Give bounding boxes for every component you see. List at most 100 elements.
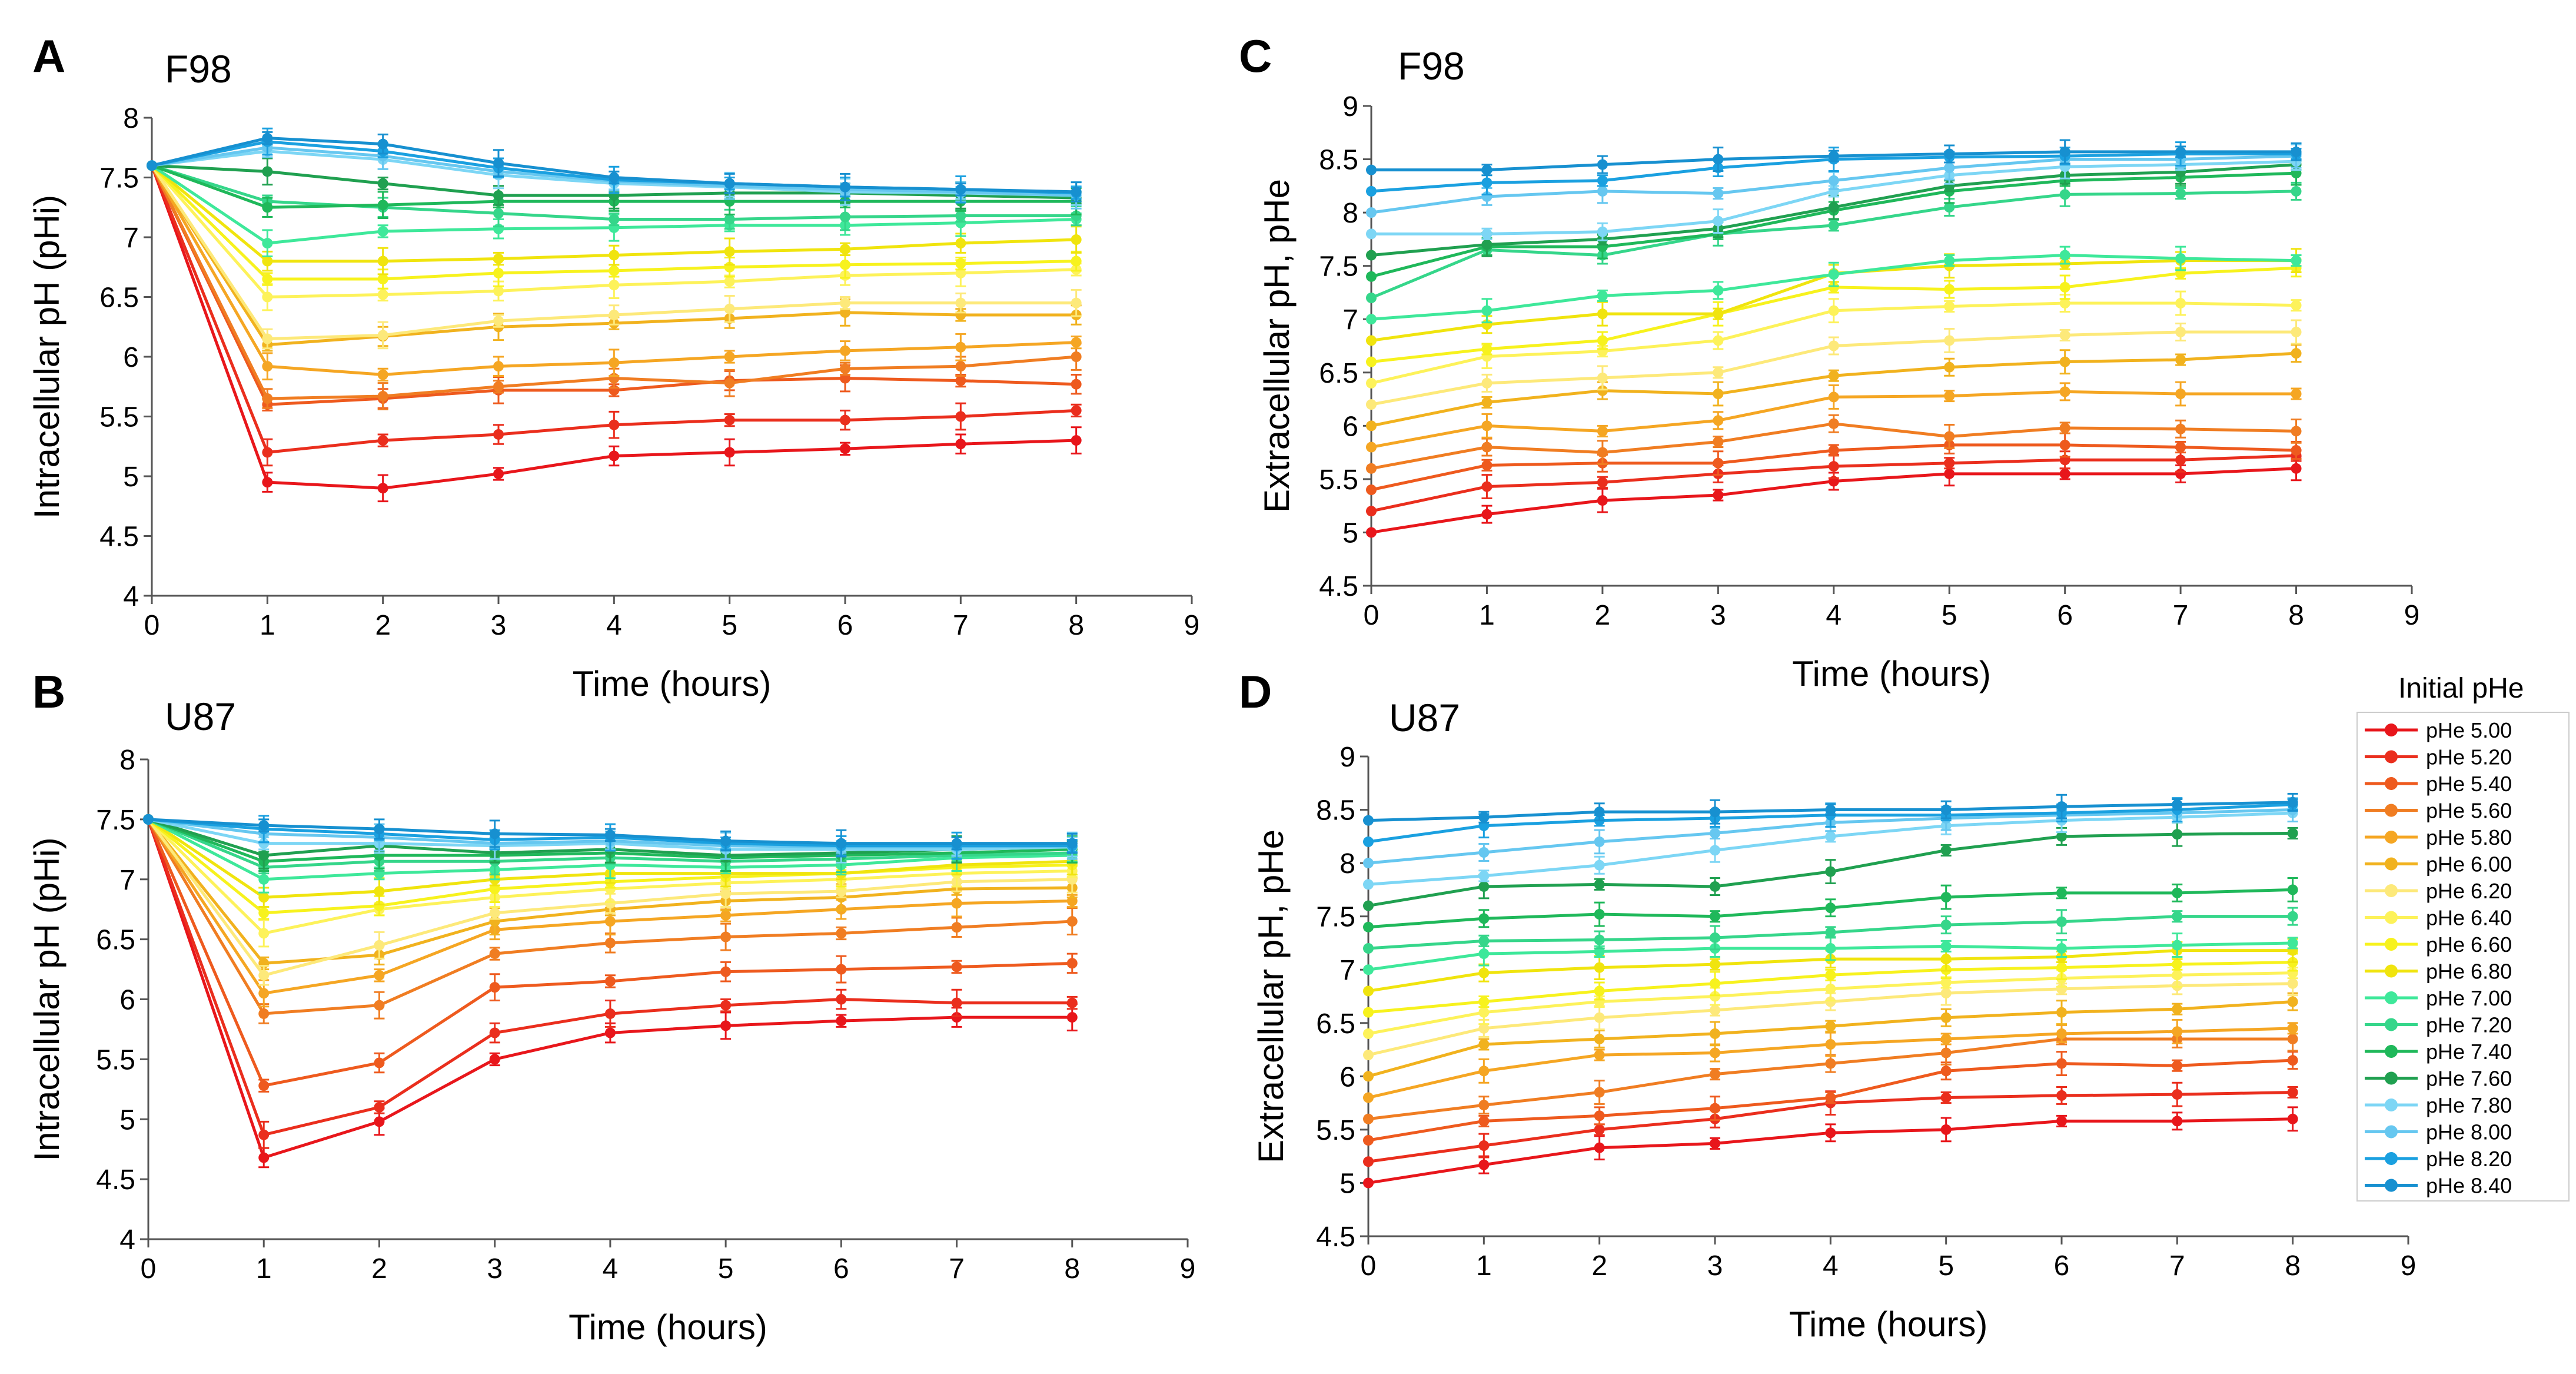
- panel-d-data-point: [1710, 845, 1720, 856]
- panel-d-data-point: [1825, 970, 1836, 981]
- panel-c-data-point: [2059, 298, 2070, 309]
- panel-c-data-point: [1481, 377, 1493, 389]
- panel-c-data-point: [1366, 463, 1377, 474]
- panel-c-data-point: [2059, 468, 2070, 479]
- panel-c-data-point: [1828, 151, 1839, 162]
- panel-a-y-tick-label: 5: [123, 462, 139, 493]
- panel-d-y-axis-label: Extracellular pH, pHe: [1251, 829, 1291, 1163]
- panel-c-x-tick-label: 7: [2173, 600, 2189, 631]
- legend-entry: pHe 6.80: [2365, 960, 2512, 984]
- panel-c-data-point: [1481, 460, 1493, 471]
- panel-b-data-point: [374, 1116, 385, 1127]
- panel-d-data-point: [1363, 1135, 1374, 1146]
- panel-c-data-point: [2175, 298, 2186, 309]
- panel-a-x-axis-label: Time (hours): [573, 664, 772, 703]
- panel-b-letter: B: [32, 666, 65, 718]
- panel-c-data-point: [1713, 490, 1724, 501]
- panel-d-series-pHe-7_60: [1363, 821, 2298, 911]
- panel-c-data-point: [1597, 372, 1608, 383]
- panel-c-data-point: [1713, 308, 1724, 320]
- panel-a-data-point: [724, 276, 735, 287]
- panel-a-data-point: [955, 341, 966, 353]
- panel-a-data-point: [493, 316, 504, 327]
- panel-c-title: F98: [1398, 44, 1465, 88]
- panel-d-data-point: [1594, 934, 1605, 945]
- panel-c-data-point: [1597, 426, 1608, 437]
- panel-a-data-point: [609, 280, 620, 291]
- panel-d-data-point: [1478, 870, 1490, 881]
- legend-entry-label: pHe 6.40: [2426, 906, 2512, 930]
- panel-d-data-point: [1594, 807, 1605, 818]
- panel-c-data-point: [1366, 293, 1377, 303]
- panel-d-data-point: [2172, 1116, 2183, 1127]
- panel-d-data-point: [1363, 1007, 1374, 1018]
- panel-d-data-point: [1363, 921, 1374, 932]
- panel-c-data-point: [1366, 185, 1377, 197]
- panel-b-data-point: [489, 1027, 500, 1038]
- legend-swatch-marker: [2385, 777, 2398, 790]
- panel-c-data-point: [1944, 255, 1955, 266]
- panel-b-data-point: [374, 824, 385, 835]
- panel-c-series-pHe-6_20: [1366, 319, 2302, 410]
- panel-c-data-point: [2175, 354, 2186, 366]
- panel-b-data-point: [720, 966, 732, 977]
- legend-swatch-marker: [2385, 831, 2398, 844]
- panel-b-y-tick-label: 4: [119, 1224, 135, 1256]
- panel-b-data-point: [374, 1000, 385, 1011]
- panel-a-data-point: [1071, 379, 1082, 390]
- panel-a-data-point: [609, 450, 620, 462]
- panel-d-data-point: [1825, 927, 1836, 938]
- panel-b-data-point: [374, 940, 385, 951]
- panel-d-data-point: [2172, 1026, 2183, 1037]
- panel-d-data-point: [1594, 1050, 1605, 1061]
- panel-d-data-point: [1594, 909, 1605, 920]
- panel-c-y-tick-label: 5: [1342, 517, 1358, 549]
- panel-b-data-point: [951, 838, 962, 849]
- panel-a-data-point: [1071, 435, 1082, 446]
- panel-a-data-point: [955, 361, 966, 372]
- panel-c-letter: C: [1239, 30, 1272, 82]
- panel-a-data-point: [724, 303, 735, 314]
- legend-entry: pHe 7.60: [2365, 1067, 2512, 1091]
- panel-c-x-tick-label: 3: [1710, 600, 1726, 631]
- panel-d-data-point: [1710, 1005, 1720, 1016]
- panel-d-data-point: [1710, 807, 1720, 818]
- legend-entry-label: pHe 6.80: [2426, 960, 2512, 984]
- panel-a-data-point: [840, 259, 850, 270]
- panel-c-data-point: [1944, 301, 1955, 312]
- panel-b-data-point: [604, 1008, 616, 1019]
- panel-b-data-point: [836, 928, 847, 939]
- legend-swatch-marker: [2385, 1071, 2398, 1085]
- panel-d-data-point: [2287, 1087, 2298, 1098]
- panel-a-data-point: [262, 238, 273, 249]
- panel-b-data-point: [489, 907, 500, 918]
- panel-b-data-point: [374, 886, 385, 897]
- panel-d-data-point: [1594, 859, 1605, 871]
- panel-b-data-point: [489, 982, 500, 993]
- panel-a-data-point: [840, 211, 850, 223]
- panel-b-data-point: [720, 931, 732, 942]
- panel-c-series-pHe-8_40: [1366, 139, 2302, 177]
- panel-d-data-point: [1594, 836, 1605, 847]
- panel-d-data-point: [1710, 1028, 1720, 1039]
- panel-d-data-point: [1363, 1113, 1374, 1124]
- panel-d-data-point: [2056, 1058, 2067, 1069]
- panel-a-data-point: [262, 255, 273, 267]
- panel-c-data-point: [2291, 426, 2302, 437]
- panel-c-data-point: [2059, 330, 2070, 341]
- panel-c-data-point: [1597, 185, 1608, 197]
- panel-a-data-point: [377, 138, 388, 150]
- panel-d-y-tick-label: 4.5: [1316, 1222, 1355, 1253]
- panel-a-data-point: [377, 369, 388, 380]
- panel-c-data-point: [1481, 343, 1493, 354]
- panel-c-data-point: [1944, 148, 1955, 160]
- panel-b-data-point: [258, 874, 270, 885]
- panel-d-data-point: [1825, 866, 1836, 877]
- panel-a-data-point: [377, 225, 388, 237]
- panel-a-data-point: [1071, 351, 1082, 362]
- panel-d-data-point: [1363, 964, 1374, 975]
- panel-a-data-point: [840, 443, 850, 454]
- panel-d-data-point: [1825, 831, 1836, 842]
- panel-a-data-point: [609, 309, 620, 320]
- panel-c-data-point: [2059, 250, 2070, 261]
